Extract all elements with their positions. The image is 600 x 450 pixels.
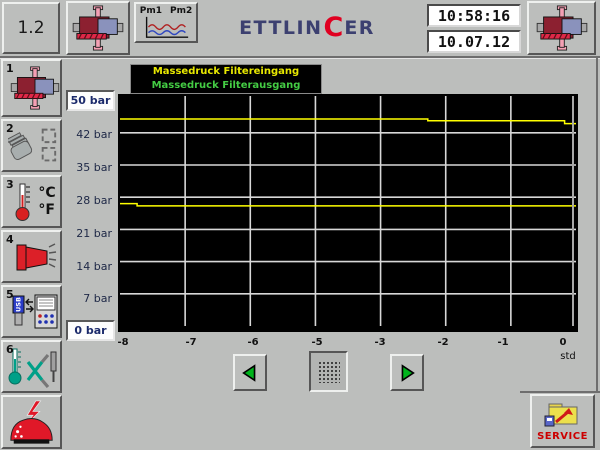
topbar-divider-highlight — [0, 58, 600, 59]
x-tick-label: -8 — [117, 337, 129, 348]
pm-labels: Pm1 Pm2 — [140, 6, 193, 16]
y-tick-label: 35 bar — [76, 161, 112, 174]
sidebar-number: 3 — [6, 178, 14, 191]
service-area-divider — [520, 391, 600, 393]
y-min-value: 0 bar — [74, 324, 107, 337]
green-left-arrow-icon — [242, 363, 256, 382]
degree-labels: °C °F — [38, 185, 55, 219]
fahrenheit-label: °F — [38, 201, 55, 218]
logo-accent-c: C — [323, 12, 344, 43]
x-tick-label: -2 — [437, 337, 449, 348]
x-axis-unit: std — [560, 351, 576, 362]
x-tick-label: -3 — [374, 337, 386, 348]
dot-grid-icon — [317, 360, 340, 383]
folder-export-icon — [544, 403, 577, 427]
date-display: 10.07.12 — [427, 30, 521, 53]
y-tick-label: 7 bar — [83, 292, 112, 305]
spray-nozzle-icon — [16, 242, 56, 270]
filter-machine-icon — [72, 5, 124, 51]
time-display: 10:58:16 — [427, 4, 521, 27]
chart-legend: Massedruck Filtereingang Massedruck Filt… — [130, 64, 322, 94]
y-max-value: 50 bar — [70, 94, 111, 107]
scroll-right-button[interactable] — [390, 354, 424, 391]
filter-machine-icon — [10, 66, 60, 110]
ettlinger-logo: ETTLIN C ER — [222, 12, 392, 44]
temperature-icon — [15, 183, 31, 221]
x-tick-label: 0 — [559, 337, 567, 348]
pm2-label: Pm2 — [170, 5, 193, 16]
pressure-trend-plot — [118, 94, 578, 332]
x-tick-label: -6 — [247, 337, 259, 348]
y-tick-label: 28 bar — [76, 194, 112, 207]
screen-id-panel: 1.2 — [2, 2, 60, 54]
x-tick-label: -5 — [311, 337, 323, 348]
sidebar-number: 5 — [6, 288, 14, 301]
sidebar-item-discharge[interactable]: 4 — [1, 230, 62, 283]
pm1-label: Pm1 — [139, 5, 162, 16]
sidebar-item-alarm[interactable] — [1, 395, 62, 449]
chart-plot-svg — [120, 96, 576, 326]
sidebar-item-service-tools[interactable]: 6 — [1, 340, 62, 393]
y-tick-label: 42 bar — [76, 128, 112, 141]
grid-toggle-button[interactable] — [309, 351, 348, 392]
pm-curves-icon — [145, 16, 189, 38]
logo-text-left: ETTLIN — [239, 17, 323, 39]
sidebar-number: 2 — [6, 122, 14, 135]
sidebar-item-operation[interactable]: 2 — [1, 119, 62, 172]
logo-text-right: ER — [344, 17, 375, 39]
service-button[interactable]: SERVICE — [530, 394, 595, 448]
y-axis-max-field[interactable]: 50 bar — [66, 90, 115, 111]
pressure-curves-button[interactable]: Pm1 Pm2 — [134, 2, 198, 43]
legend-entry-inlet: Massedruck Filtereingang — [152, 66, 300, 77]
y-tick-label: 14 bar — [76, 260, 112, 273]
sidebar-item-machine[interactable]: 1 — [1, 59, 62, 117]
sidebar-number: 1 — [6, 62, 14, 75]
sidebar-number: 4 — [6, 233, 14, 246]
celsius-label: °C — [38, 184, 56, 201]
sidebar-number: 6 — [6, 343, 14, 356]
screen-id: 1.2 — [17, 18, 45, 38]
filter-machine-icon — [535, 5, 589, 51]
usb-label: USB — [14, 297, 22, 312]
green-right-arrow-icon — [401, 363, 415, 382]
scroll-left-button[interactable] — [233, 354, 267, 391]
legend-entry-outlet: Massedruck Filterausgang — [151, 80, 301, 91]
date-value: 10.07.12 — [437, 32, 511, 51]
y-tick-label: 21 bar — [76, 227, 112, 240]
machine-overview-button[interactable] — [66, 1, 130, 55]
x-tick-label: -1 — [497, 337, 509, 348]
topbar-divider — [0, 56, 600, 58]
time-value: 10:58:16 — [437, 6, 511, 25]
right-edge-divider — [596, 58, 598, 391]
usb-transfer-icon: USB — [12, 294, 57, 328]
glove-recycle-icon — [7, 128, 56, 161]
alarm-icon — [9, 400, 53, 444]
tools-icon — [8, 348, 56, 388]
y-axis-min-field[interactable]: 0 bar — [66, 320, 115, 341]
sidebar-item-temperature[interactable]: 3 °C °F — [1, 175, 62, 228]
x-tick-label: -7 — [185, 337, 197, 348]
machine-home-button[interactable] — [527, 1, 596, 55]
service-label: SERVICE — [537, 431, 588, 442]
sidebar-item-data-transfer[interactable]: 5 USB — [1, 285, 62, 338]
